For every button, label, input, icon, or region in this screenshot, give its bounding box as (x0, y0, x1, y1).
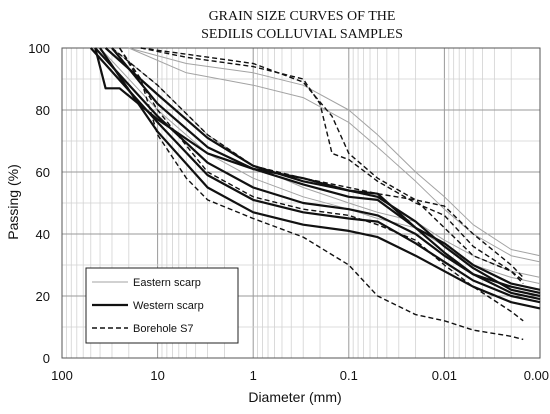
series-line-western-scarp (94, 47, 541, 294)
x-axis-label: Diameter (mm) (248, 389, 341, 405)
x-tick-label: 100 (51, 368, 73, 383)
plot-frame (61, 47, 541, 359)
series-group (89, 47, 541, 341)
x-tick-label: 0.001 (524, 368, 550, 383)
series-line-western-scarp (111, 47, 541, 301)
y-tick-label: 0 (43, 351, 50, 366)
series-line-borehole-s7 (140, 47, 524, 285)
x-tick-label: 0.1 (340, 368, 358, 383)
series-line-borehole-s7 (119, 47, 524, 322)
series-line-western-scarp (104, 47, 541, 298)
series-line-eastern-scarp (111, 47, 541, 278)
x-tick-label: 1 (250, 368, 257, 383)
chart-title-line-1: GRAIN SIZE CURVES OF THE (209, 9, 396, 24)
legend-label-eastern-scarp: Eastern scarp (133, 277, 201, 289)
y-tick-label: 80 (36, 103, 50, 118)
legend: Eastern scarp Western scarp Borehole S7 (85, 267, 239, 344)
legend-label-borehole-s7: Borehole S7 (133, 323, 194, 335)
series-line-borehole-s7 (119, 47, 524, 341)
x-tick-label: 0.01 (432, 368, 457, 383)
y-tick-label: 20 (36, 289, 50, 304)
series-line-western-scarp (94, 47, 541, 291)
y-tick-label: 100 (28, 41, 50, 56)
y-axis-label: Passing (%) (5, 164, 21, 239)
legend-label-western-scarp: Western scarp (133, 300, 204, 312)
series-line-western-scarp (99, 47, 541, 310)
x-tick-label: 10 (150, 368, 164, 383)
y-tick-label: 40 (36, 227, 50, 242)
chart-title-line-2: SEDILIS COLLUVIAL SAMPLES (201, 27, 403, 42)
series-line-eastern-scarp (128, 47, 541, 257)
series-line-borehole-s7 (111, 47, 524, 278)
series-line-eastern-scarp (128, 47, 541, 263)
y-tick-label: 60 (36, 165, 50, 180)
